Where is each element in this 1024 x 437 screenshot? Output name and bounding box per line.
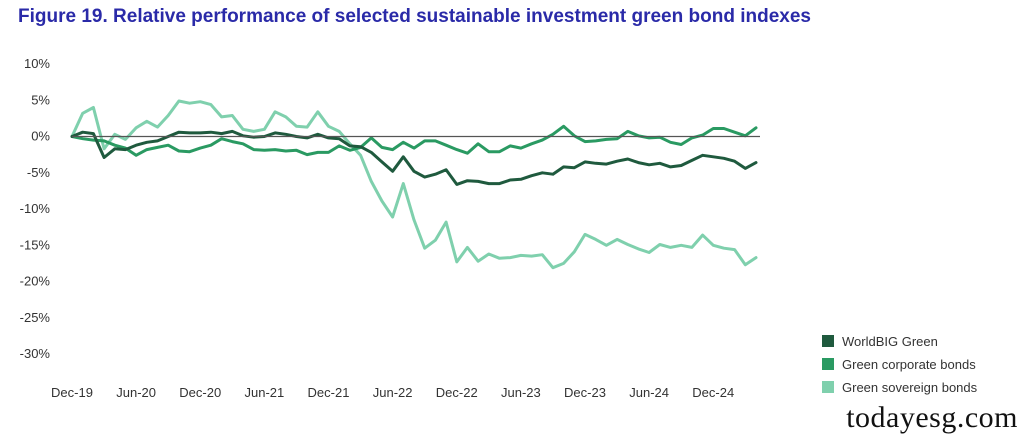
x-tick-label: Jun-23 <box>501 385 541 400</box>
series-line-green-sovereign-bonds <box>70 99 758 270</box>
x-tick-label: Dec-20 <box>179 385 221 400</box>
y-tick-label: -10% <box>20 201 51 216</box>
y-tick-label: -15% <box>20 237 51 252</box>
x-tick-label: Dec-19 <box>51 385 93 400</box>
x-tick-label: Jun-20 <box>116 385 156 400</box>
series-line-green-corporate-bonds <box>70 124 758 157</box>
x-tick-label: Dec-24 <box>692 385 734 400</box>
legend-swatch <box>822 335 834 347</box>
y-tick-label: 10% <box>24 56 50 71</box>
y-axis: 10% 5% 0% -5% -10% -15% -20% -25% -30% <box>20 56 51 361</box>
y-tick-label: 5% <box>31 92 50 107</box>
legend-label: WorldBIG Green <box>842 334 938 349</box>
x-tick-label: Dec-22 <box>436 385 478 400</box>
series-line-worldbig-green <box>70 129 758 186</box>
y-tick-label: -30% <box>20 346 51 361</box>
x-tick-label: Jun-24 <box>629 385 669 400</box>
y-tick-label: 0% <box>31 129 50 144</box>
x-tick-label: Jun-22 <box>373 385 413 400</box>
y-tick-label: -5% <box>27 165 51 180</box>
legend-label: Green corporate bonds <box>842 357 976 372</box>
x-tick-label: Dec-21 <box>308 385 350 400</box>
watermark-text: todayesg.com <box>846 401 1018 434</box>
chart-title: Figure 19. Relative performance of selec… <box>18 6 811 27</box>
y-tick-label: -25% <box>20 310 51 325</box>
x-tick-label: Dec-23 <box>564 385 606 400</box>
legend-label: Green sovereign bonds <box>842 380 978 395</box>
legend-swatch <box>822 358 834 370</box>
y-tick-label: -20% <box>20 274 51 289</box>
legend: WorldBIG Green Green corporate bonds Green… <box>822 334 978 395</box>
legend-swatch <box>822 381 834 393</box>
plot-area <box>70 99 758 270</box>
x-axis: Dec-19 Jun-20 Dec-20 Jun-21 Dec-21 Jun-22 Dec-… <box>51 385 734 400</box>
x-tick-label: Jun-21 <box>245 385 285 400</box>
